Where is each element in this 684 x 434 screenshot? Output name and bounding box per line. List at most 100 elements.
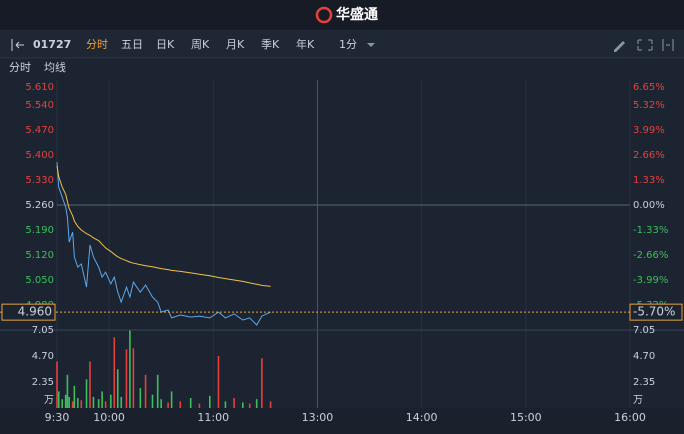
volume-bar	[110, 394, 112, 408]
plot	[0, 80, 684, 408]
fullscreen-icon[interactable]	[637, 39, 653, 51]
tab[interactable]: 五日	[121, 38, 143, 51]
volume-bar	[255, 399, 258, 408]
volume-bar	[241, 402, 244, 408]
collapse-icon[interactable]	[11, 39, 24, 51]
tab[interactable]: 季K	[261, 38, 280, 51]
tab[interactable]: 日K	[156, 38, 175, 51]
volume-tick-label: 4.70	[32, 351, 54, 362]
volume-bar	[73, 385, 76, 408]
tab[interactable]: 年K	[296, 37, 315, 51]
y-tick-label: 5.260	[25, 200, 54, 211]
y-tick-label: 5.470	[25, 125, 54, 136]
y2-tick-label: 5.32%	[633, 100, 665, 111]
y2-tick-label: -3.99%	[633, 275, 668, 286]
y2-tick-label: 2.66%	[633, 150, 665, 161]
change-tag-text: -5.70%	[633, 305, 675, 319]
x-tick-label: 11:00	[197, 411, 229, 424]
y2-tick-label: 6.65%	[633, 82, 665, 93]
volume-bar	[104, 401, 107, 408]
toolbar	[0, 30, 684, 58]
volume-bar	[269, 401, 272, 408]
volume-bar	[125, 349, 128, 408]
dropdown-caret[interactable]	[367, 43, 375, 47]
volume-bar	[248, 403, 251, 408]
y-tick-label: 5.050	[25, 275, 54, 286]
y2-tick-label: -1.33%	[633, 225, 668, 236]
x-tick-label: 16:00	[614, 411, 646, 424]
volume-bar	[151, 394, 154, 408]
brand: 华盛通	[336, 6, 378, 23]
volume-bar	[144, 374, 147, 408]
volume-bar	[113, 337, 116, 408]
volume-bar	[139, 388, 142, 408]
volume-bar	[129, 330, 131, 408]
volume-bar	[224, 401, 227, 408]
price-tag-text: 4.960	[18, 305, 52, 319]
legend-entry[interactable]: 均线	[44, 60, 66, 74]
volume-tick-label: 7.05	[633, 325, 655, 336]
volume-bar	[209, 395, 211, 408]
tab[interactable]: 分时	[86, 38, 108, 51]
volume-unit: 万	[633, 395, 643, 406]
y2-tick-label: 1.33%	[633, 175, 665, 186]
tab[interactable]: 月K	[226, 38, 245, 51]
x-tick-label: 15:00	[510, 411, 542, 424]
y2-tick-label: 0.00%	[633, 200, 665, 211]
draw-icon[interactable]	[614, 41, 625, 52]
time-axis-bar	[0, 408, 684, 434]
volume-bar	[217, 356, 220, 408]
price-line	[56, 162, 271, 326]
volume-bar	[80, 400, 83, 408]
volume-bar	[101, 391, 103, 408]
volume-bar	[56, 361, 58, 408]
tabs: 分时 五日 日K 周K 月K 季K 年K	[86, 37, 315, 51]
volume-bar	[85, 379, 88, 408]
y-tick-label: 5.540	[25, 100, 54, 111]
tab[interactable]: 周K	[191, 38, 210, 51]
volume-tick-label: 2.35	[633, 377, 655, 388]
volume-bar	[61, 399, 64, 408]
change-tag	[629, 303, 683, 321]
expand-icon[interactable]	[662, 39, 674, 51]
header-bar	[0, 0, 684, 30]
y2-tick-label: -2.66%	[633, 250, 668, 261]
x-tick-label: 9:30	[45, 411, 70, 424]
volume-bar	[68, 396, 70, 408]
y-tick-label: 5.120	[25, 250, 54, 261]
volume-bar	[71, 401, 74, 408]
logo-icon	[315, 6, 333, 24]
y-tick-label: 5.610	[25, 82, 54, 93]
volume-unit: 万	[44, 395, 54, 406]
volume-bar	[120, 396, 123, 408]
volume-bar	[179, 401, 182, 408]
volume-tick-label: 4.70	[633, 351, 655, 362]
volume-bar	[156, 374, 159, 408]
y-tick-label: 5.190	[25, 225, 54, 236]
volume-bar	[170, 391, 173, 408]
volume-bar	[160, 399, 162, 408]
interval[interactable]: 1分	[339, 38, 357, 51]
legend-entry[interactable]: 分时	[9, 61, 31, 74]
y2-tick-label: 3.99%	[633, 125, 665, 136]
volume-bar	[77, 398, 79, 408]
y-tick-label: 5.400	[25, 150, 54, 161]
volume-bar	[57, 391, 60, 408]
y-tick-label: 5.330	[25, 175, 54, 186]
stock-code: 01727	[33, 38, 71, 51]
volume-bar	[97, 399, 100, 408]
price-tag	[1, 303, 56, 321]
volume-tick-label: 2.35	[32, 377, 54, 388]
volume-bar	[167, 402, 169, 408]
volume-bar	[261, 358, 263, 408]
volume-tick-label: 7.05	[32, 325, 54, 336]
volume-bar	[132, 348, 135, 408]
volume-bar	[198, 403, 201, 408]
x-tick-label: 14:00	[406, 411, 438, 424]
volume-bar	[92, 396, 95, 408]
volume-bar	[89, 361, 91, 408]
volume-bar	[233, 398, 235, 408]
volume-bar	[66, 374, 69, 408]
